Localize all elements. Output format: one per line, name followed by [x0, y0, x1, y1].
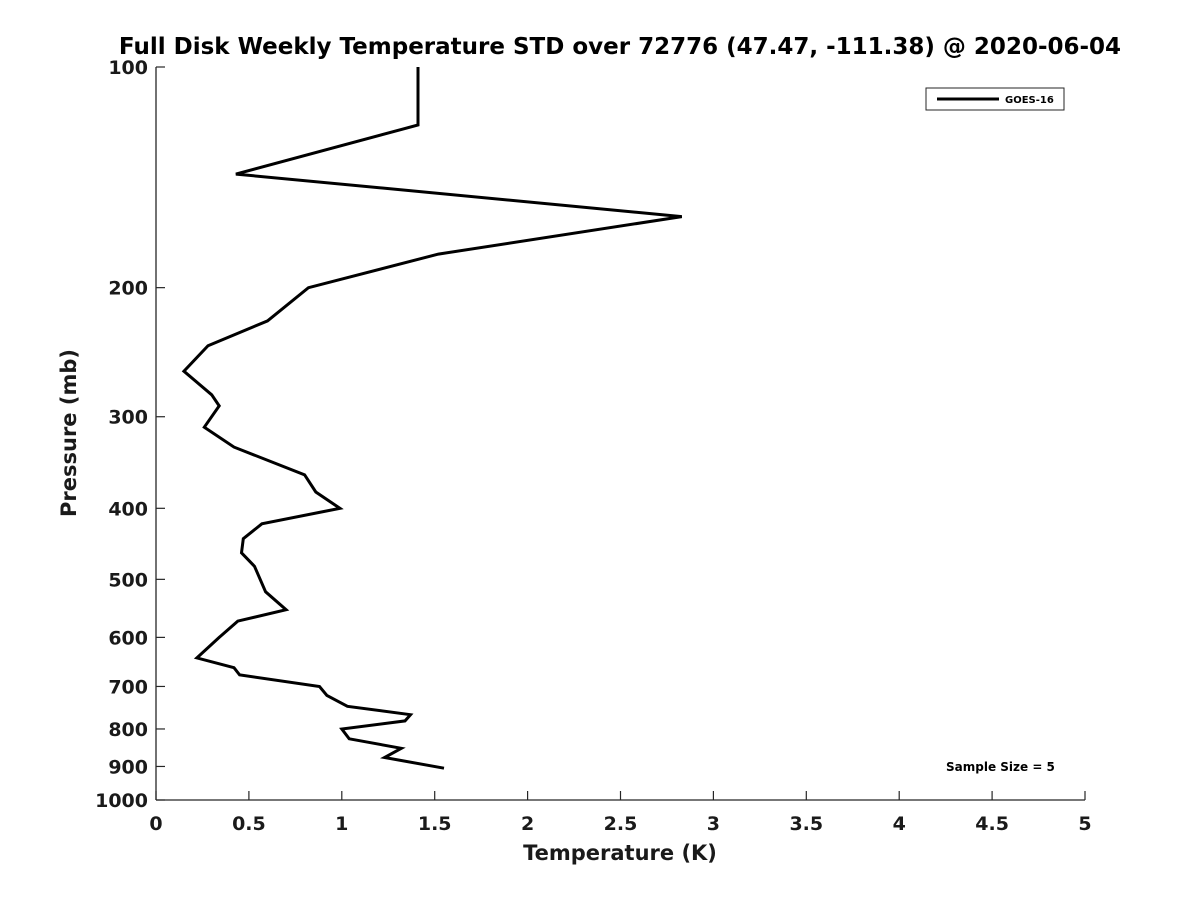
x-tick-label: 1.5: [418, 813, 452, 835]
y-tick-label: 100: [108, 57, 148, 79]
y-tick-label: 900: [108, 756, 148, 778]
x-tick-label: 2: [521, 813, 534, 835]
sample-size-annotation: Sample Size = 5: [946, 760, 1055, 774]
x-tick-label: 4.5: [975, 813, 1009, 835]
x-axis-ticks: 0 0.5 1 1.5 2 2.5 3 3.5 4 4.5 5: [149, 791, 1092, 835]
x-tick-label: 4: [893, 813, 906, 835]
x-tick-label: 1: [335, 813, 348, 835]
y-tick-label: 1000: [95, 790, 148, 812]
x-tick-label: 0.5: [232, 813, 266, 835]
y-tick-label: 500: [108, 569, 148, 591]
legend-label: GOES-16: [1005, 95, 1054, 106]
series-line-goes-16: [181, 67, 683, 770]
y-axis-ticks: 100 200 300 400 500 600 700 800 900 1000: [95, 57, 165, 812]
x-tick-label: 3: [707, 813, 720, 835]
x-tick-label: 5: [1078, 813, 1091, 835]
y-tick-label: 700: [108, 676, 148, 698]
x-tick-label: 2.5: [604, 813, 638, 835]
y-tick-label: 200: [108, 278, 148, 300]
x-tick-label: 3.5: [789, 813, 823, 835]
y-axis-label: Pressure (mb): [57, 349, 81, 517]
series-layer: [181, 66, 683, 770]
y-tick-label: 300: [108, 407, 148, 429]
y-tick-label: 400: [108, 498, 148, 520]
legend: GOES-16: [925, 87, 1065, 111]
chart-title: Full Disk Weekly Temperature STD over 72…: [119, 34, 1121, 60]
y-tick-label: 600: [108, 627, 148, 649]
x-axis-label: Temperature (K): [523, 841, 717, 865]
y-tick-label: 800: [108, 719, 148, 741]
x-tick-label: 0: [149, 813, 162, 835]
